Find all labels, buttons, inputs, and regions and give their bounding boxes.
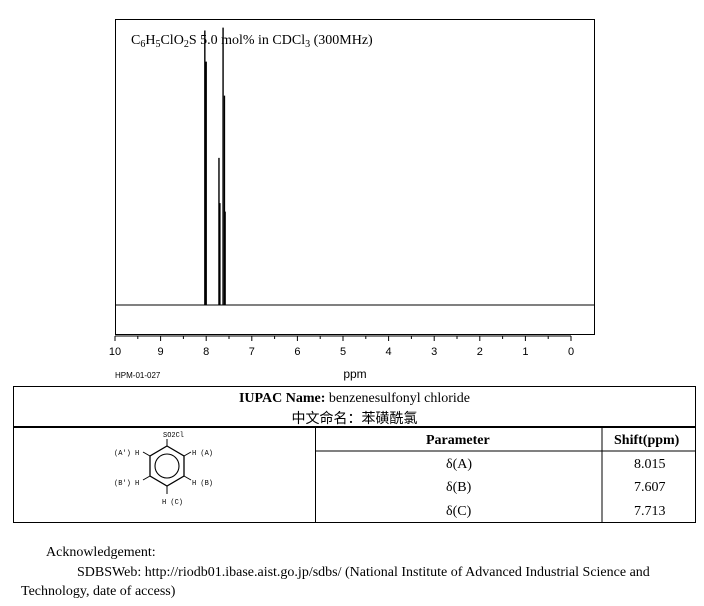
shift-b: 7.607 bbox=[634, 480, 666, 495]
param-c: δ(C) bbox=[446, 504, 472, 519]
acknowledgement-heading: Acknowledgement: bbox=[46, 545, 156, 560]
param-b: δ(B) bbox=[446, 480, 472, 495]
bond-left-bottom bbox=[142, 475, 151, 481]
shift-parameters-cell: Parameter Shift(ppm) δ(A) 8.015 δ(B) 7.6… bbox=[316, 428, 695, 522]
x-tick-label: 1 bbox=[522, 346, 528, 358]
substituent-top: SO2Cl bbox=[163, 432, 184, 440]
bond-right-top bbox=[183, 451, 192, 457]
shift-header: Shift(ppm) bbox=[614, 433, 680, 448]
shift-a: 8.015 bbox=[634, 457, 666, 472]
name-row: IUPAC Name: benzenesulfonyl chloride 中文命… bbox=[14, 387, 695, 428]
bond-right-bottom bbox=[183, 475, 192, 481]
label-b: H (B) bbox=[192, 480, 213, 488]
iupac-label: IUPAC Name: bbox=[238, 391, 326, 406]
acknowledgement-source-continued: Technology, date of access) bbox=[21, 584, 176, 599]
plot-frame bbox=[115, 19, 595, 335]
x-tick-label: 2 bbox=[477, 346, 483, 358]
x-tick-label: 8 bbox=[203, 346, 209, 358]
benzene-structure: SO2Cl (A') H H (A) (B') H H (B) H (C) bbox=[114, 432, 213, 507]
iupac-line: IUPAC Name: benzenesulfonyl chloride bbox=[14, 391, 695, 407]
param-a: δ(A) bbox=[446, 457, 473, 472]
label-a: H (A) bbox=[192, 450, 213, 458]
structure-cell: SO2Cl (A') H H (A) (B') H H (B) H (C) bbox=[14, 428, 316, 522]
label-c: H (C) bbox=[162, 499, 183, 507]
iupac-name: benzenesulfonyl chloride bbox=[325, 391, 471, 406]
parameter-header: Parameter bbox=[426, 433, 490, 448]
x-axis-label: ppm bbox=[343, 367, 366, 381]
compound-info-table: IUPAC Name: benzenesulfonyl chloride 中文命… bbox=[13, 386, 696, 523]
chinese-name-label: 中文命名： bbox=[291, 412, 362, 427]
x-tick-label: 4 bbox=[386, 346, 392, 358]
x-axis-ticks: 10 9 8 7 6 5 4 3 2 1 0 bbox=[109, 336, 574, 358]
x-tick-label: 6 bbox=[294, 346, 300, 358]
x-tick-label: 0 bbox=[568, 346, 574, 358]
label-b-prime: (B') H bbox=[114, 480, 139, 488]
shift-c: 7.713 bbox=[634, 504, 666, 519]
x-tick-label: 9 bbox=[158, 346, 164, 358]
chart-title: C6H5ClO2S 5.0 mol% in CDCl3 (300MHz) bbox=[131, 33, 373, 50]
x-tick-label: 5 bbox=[340, 346, 346, 358]
chinese-name-line: 中文命名：苯磺酰氯 bbox=[14, 408, 695, 428]
aromatic-circle bbox=[154, 453, 180, 479]
acknowledgement-source: SDBSWeb: http://riodb01.ibase.aist.go.jp… bbox=[77, 565, 650, 580]
bond-left-top bbox=[142, 451, 151, 457]
spectrum-code: HPM-01-027 bbox=[115, 371, 161, 380]
label-a-prime: (A') H bbox=[114, 450, 139, 458]
x-tick-label: 7 bbox=[249, 346, 255, 358]
x-tick-label: 10 bbox=[109, 346, 121, 358]
peaks-group bbox=[204, 27, 226, 305]
param-dividers bbox=[316, 428, 695, 522]
x-tick-label: 3 bbox=[431, 346, 437, 358]
chinese-name: 苯磺酰氯 bbox=[361, 412, 418, 427]
nmr-spectrum-chart: C6H5ClO2S 5.0 mol% in CDCl3 (300MHz) 10 9… bbox=[109, 19, 595, 381]
